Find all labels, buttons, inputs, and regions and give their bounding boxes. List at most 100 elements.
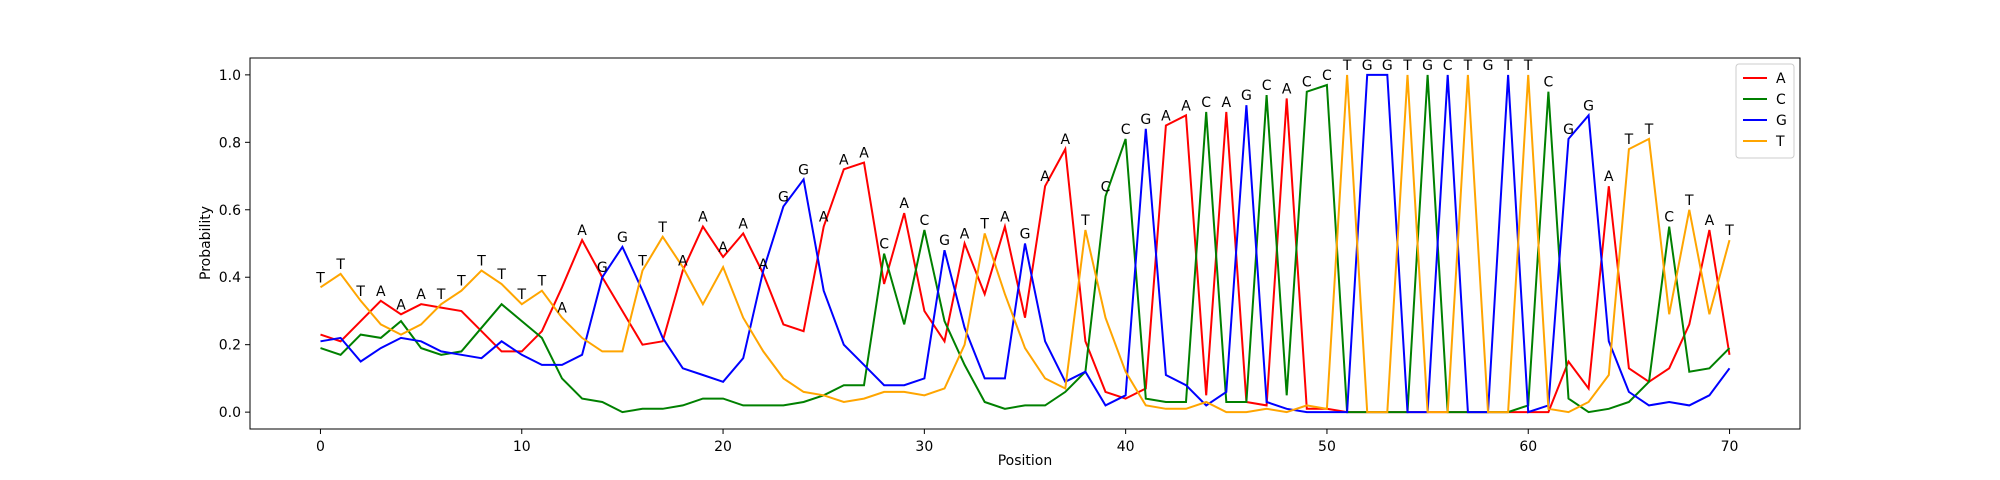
- base-label: A: [1222, 95, 1232, 111]
- base-label: T: [1624, 132, 1634, 148]
- base-label: A: [899, 196, 909, 212]
- base-label: A: [1040, 169, 1050, 185]
- base-label: T: [436, 287, 446, 303]
- base-label: C: [1443, 58, 1453, 74]
- base-label: A: [819, 210, 829, 226]
- base-label: G: [1483, 58, 1494, 74]
- y-tick-label: 1.0: [219, 68, 241, 84]
- legend-label-g: G: [1776, 113, 1787, 129]
- base-label: T: [637, 254, 647, 270]
- base-label: A: [1000, 210, 1010, 226]
- base-label: G: [1140, 112, 1151, 128]
- base-label: A: [960, 227, 970, 243]
- base-label: A: [839, 152, 849, 168]
- base-label: T: [517, 287, 527, 303]
- base-label: T: [657, 220, 667, 236]
- base-label: C: [879, 237, 889, 253]
- x-tick-label: 30: [915, 439, 933, 455]
- base-label: A: [1061, 132, 1071, 148]
- base-label: T: [335, 257, 345, 273]
- base-label: G: [778, 189, 789, 205]
- legend-label-a: A: [1776, 71, 1786, 87]
- base-label: T: [1644, 122, 1654, 138]
- x-tick-label: 10: [513, 439, 531, 455]
- base-label: T: [1724, 223, 1734, 239]
- base-label: T: [1503, 58, 1513, 74]
- y-axis-label: Probability: [198, 206, 214, 280]
- base-label: G: [1422, 58, 1433, 74]
- y-tick-label: 0.2: [219, 338, 241, 354]
- y-tick-label: 0.8: [219, 135, 241, 151]
- base-label: C: [1201, 95, 1211, 111]
- y-axis-ticks: 0.0 0.2 0.4 0.6 0.8 1.0: [219, 68, 250, 421]
- base-label: T: [1342, 58, 1352, 74]
- base-label: G: [939, 233, 950, 249]
- x-tick-label: 60: [1519, 439, 1537, 455]
- base-label: A: [577, 223, 587, 239]
- base-label: T: [476, 254, 486, 270]
- base-label: G: [1020, 227, 1031, 243]
- base-label: C: [1302, 75, 1312, 91]
- base-label: C: [1262, 78, 1272, 94]
- y-tick-label: 0.0: [219, 405, 241, 421]
- x-tick-label: 20: [714, 439, 732, 455]
- base-label: T: [537, 274, 547, 290]
- base-label: A: [557, 301, 567, 317]
- base-label: G: [1563, 122, 1574, 138]
- base-label: C: [1322, 68, 1332, 84]
- base-label: G: [617, 230, 628, 246]
- base-label: T: [1080, 213, 1090, 229]
- base-label: C: [920, 213, 930, 229]
- x-axis-ticks: 0 10 20 30 40 50 60 70: [316, 429, 1738, 455]
- base-label: A: [678, 254, 688, 270]
- base-label: A: [718, 240, 728, 256]
- y-tick-label: 0.6: [219, 203, 241, 219]
- base-label: T: [979, 216, 989, 232]
- base-label: A: [1282, 82, 1292, 98]
- base-label: T: [1402, 58, 1412, 74]
- base-label: T: [315, 270, 325, 286]
- base-label: C: [1121, 122, 1131, 138]
- base-label: G: [1241, 88, 1252, 104]
- base-label: T: [496, 267, 506, 283]
- base-label: T: [456, 274, 466, 290]
- base-label: T: [1684, 193, 1694, 209]
- x-tick-label: 50: [1318, 439, 1336, 455]
- base-label: G: [1583, 98, 1594, 114]
- base-label: A: [1705, 213, 1715, 229]
- x-tick-label: 70: [1721, 439, 1739, 455]
- base-label: A: [1161, 109, 1171, 125]
- base-label: A: [1604, 169, 1614, 185]
- base-label: G: [597, 260, 608, 276]
- base-label: A: [376, 284, 386, 300]
- base-label: A: [738, 216, 748, 232]
- base-label: T: [1523, 58, 1533, 74]
- base-label: T: [355, 284, 365, 300]
- base-label: C: [1101, 179, 1111, 195]
- base-label: G: [798, 162, 809, 178]
- series-layer: [319, 73, 1731, 414]
- base-label: A: [859, 146, 869, 162]
- series-line-g: [320, 73, 1731, 414]
- base-label: C: [1544, 75, 1554, 91]
- legend-box: [1735, 63, 1795, 159]
- x-tick-label: 0: [316, 439, 325, 455]
- base-label: A: [416, 287, 426, 303]
- y-tick-label: 0.4: [219, 270, 241, 286]
- base-label: G: [1362, 58, 1373, 74]
- base-label: C: [1664, 210, 1674, 226]
- base-label: G: [1382, 58, 1393, 74]
- x-axis-label: Position: [998, 453, 1053, 469]
- base-label: A: [1181, 98, 1191, 114]
- x-tick-label: 40: [1117, 439, 1135, 455]
- base-label: A: [396, 297, 406, 313]
- base-label: A: [698, 210, 708, 226]
- legend-label-c: C: [1776, 92, 1786, 108]
- plot-area-frame: [249, 57, 1801, 430]
- series-line-t: [319, 74, 1731, 414]
- legend-label-t: T: [1775, 134, 1785, 150]
- base-label: T: [1463, 58, 1473, 74]
